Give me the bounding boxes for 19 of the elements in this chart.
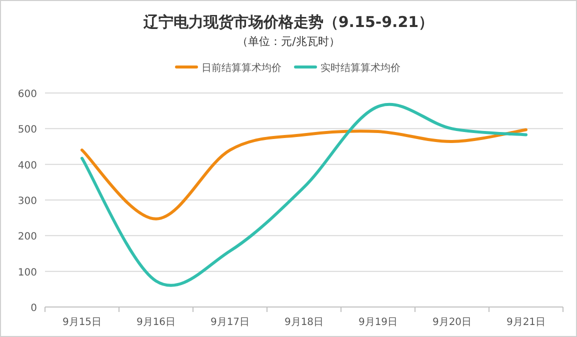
x-tick-label: 9月21日	[506, 317, 546, 328]
x-tick-label: 9月16日	[136, 317, 176, 328]
y-tick-label: 200	[18, 232, 37, 243]
chart-subtitle: （单位：元/兆瓦时）	[237, 35, 340, 48]
y-tick-label: 400	[18, 160, 37, 172]
y-tick-label: 500	[18, 124, 37, 136]
y-tick-label: 600	[18, 89, 37, 100]
chart-title: 辽宁电力现货市场价格走势（9.15-9.21）	[142, 13, 434, 31]
x-tick-label: 9月18日	[284, 317, 324, 328]
legend-label: 日前结算算术均价	[202, 62, 282, 74]
y-tick-label: 300	[18, 196, 37, 207]
legend-label: 实时结算算术均价	[320, 62, 400, 74]
x-tick-label: 9月20日	[432, 317, 472, 328]
y-tick-label: 0	[30, 303, 37, 314]
y-tick-label: 100	[18, 267, 37, 278]
x-tick-label: 9月19日	[358, 317, 398, 328]
x-tick-label: 9月15日	[62, 317, 102, 328]
line-series	[80, 128, 528, 220]
x-tick-label: 9月17日	[210, 317, 250, 328]
